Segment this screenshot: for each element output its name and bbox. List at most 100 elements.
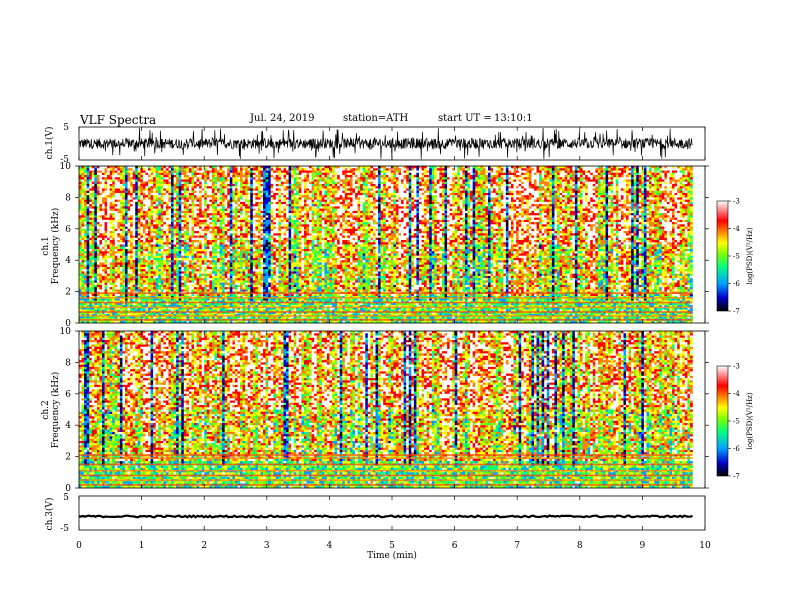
- spec-cell: [89, 227, 92, 230]
- spec-cell: [79, 238, 82, 241]
- spec-cell: [117, 220, 120, 223]
- spec-cell: [107, 218, 110, 221]
- spec-cell: [87, 238, 90, 241]
- spec-cell: [87, 204, 90, 207]
- spec-cell: [107, 197, 110, 200]
- spec-cell: [115, 253, 118, 256]
- spec-cell: [99, 206, 102, 209]
- spec-cell: [94, 209, 97, 212]
- spec-cell: [107, 238, 110, 241]
- spec-cell: [79, 209, 82, 212]
- spec-cell: [87, 227, 90, 230]
- spec-cell: [84, 211, 87, 214]
- spec-cell: [97, 236, 100, 239]
- spec-cell: [87, 224, 90, 227]
- spec-cell: [107, 213, 110, 216]
- spec-cell: [94, 184, 97, 187]
- spec-cell: [107, 285, 110, 288]
- spec-cell: [110, 271, 113, 274]
- spec-cell: [107, 211, 110, 214]
- spec-cell: [84, 262, 87, 265]
- spec-cell: [112, 177, 115, 180]
- spec-cell: [102, 200, 105, 203]
- spec-cell: [92, 271, 95, 274]
- spec-cell: [115, 258, 118, 261]
- spec-cell: [117, 173, 120, 176]
- spec-cell: [92, 276, 95, 279]
- spec-cell: [110, 202, 113, 205]
- spec-cell: [82, 206, 85, 209]
- spec-cell: [105, 168, 108, 171]
- spec-cell: [94, 247, 97, 250]
- spec-cell: [97, 173, 100, 176]
- spec-cell: [105, 182, 108, 185]
- spec-cell: [84, 269, 87, 272]
- spec-cell: [102, 280, 105, 283]
- spec-cell: [82, 276, 85, 279]
- spec-cell: [107, 253, 110, 256]
- spec-cell: [82, 271, 85, 274]
- spec-cell: [82, 191, 85, 194]
- spec-cell: [89, 253, 92, 256]
- spec-cell: [117, 287, 120, 290]
- spec-cell: [79, 289, 82, 292]
- spec-cell: [84, 175, 87, 178]
- spec-cell: [94, 227, 97, 230]
- spec-cell: [112, 253, 115, 256]
- spec-cell: [97, 209, 100, 212]
- spec-cell: [99, 276, 102, 279]
- spec-cell: [87, 215, 90, 218]
- spec-cell: [120, 229, 123, 232]
- spec-cell: [87, 177, 90, 180]
- spec-cell: [102, 276, 105, 279]
- spec-cell: [82, 285, 85, 288]
- spec-cell: [87, 233, 90, 236]
- spec-cell: [97, 280, 100, 283]
- spec-cell: [117, 206, 120, 209]
- spec-cell: [87, 186, 90, 189]
- spec-cell: [112, 245, 115, 248]
- spec-cell: [105, 287, 108, 290]
- spec-cell: [110, 213, 113, 216]
- spec-cell: [84, 240, 87, 243]
- spec-cell: [89, 238, 92, 241]
- spec-cell: [84, 195, 87, 198]
- spec-cell: [112, 222, 115, 225]
- spec-cell: [92, 231, 95, 234]
- spec-cell: [89, 179, 92, 182]
- spec-cell: [87, 209, 90, 212]
- spec-cell: [117, 271, 120, 274]
- spec-cell: [79, 262, 82, 265]
- spec-cell: [92, 251, 95, 254]
- spec-cell: [97, 170, 100, 173]
- spec-cell: [79, 200, 82, 203]
- spec-cell: [92, 209, 95, 212]
- spec-cell: [97, 222, 100, 225]
- spec-cell: [102, 227, 105, 230]
- spec-cell: [82, 294, 85, 297]
- spec-cell: [79, 280, 82, 283]
- spec-cell: [92, 265, 95, 268]
- spec-cell: [97, 247, 100, 250]
- spec-cell: [115, 215, 118, 218]
- spec-cell: [107, 289, 110, 292]
- spec-cell: [105, 175, 108, 178]
- spec-cell: [107, 231, 110, 234]
- spec-cell: [99, 298, 102, 301]
- spec-cell: [115, 269, 118, 272]
- spec-cell: [122, 175, 125, 178]
- spec-cell: [120, 197, 123, 200]
- spec-cell: [82, 278, 85, 281]
- spec-cell: [117, 202, 120, 205]
- spec-cell: [102, 283, 105, 286]
- spec-cell: [107, 204, 110, 207]
- spec-cell: [92, 253, 95, 256]
- spec-cell: [92, 202, 95, 205]
- spec-cell: [84, 186, 87, 189]
- spec-cell: [110, 242, 113, 245]
- spec-cell: [87, 283, 90, 286]
- spec-cell: [84, 253, 87, 256]
- spec-cell: [115, 220, 118, 223]
- spec-cell: [84, 213, 87, 216]
- spec-cell: [92, 195, 95, 198]
